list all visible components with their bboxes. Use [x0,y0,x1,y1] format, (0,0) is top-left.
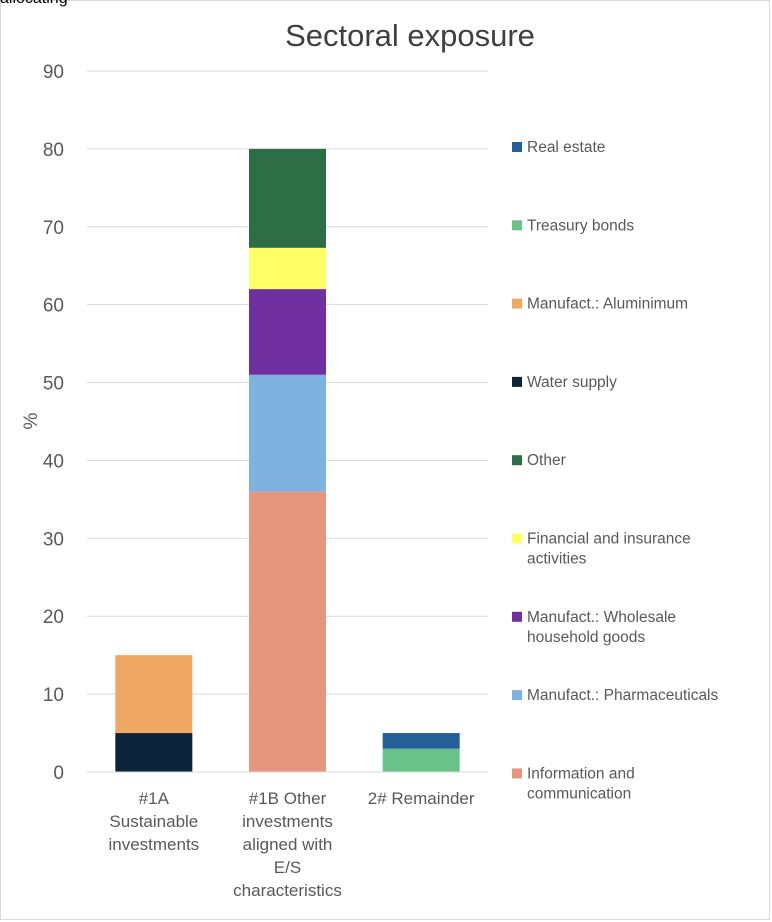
y-tick-labels: 0 10 20 30 40 50 60 70 80 90 [43,62,64,784]
y-tick-label-90: 90 [43,62,64,83]
legend-item-information-and-communication: Information and communication [512,765,635,802]
bar-real-estate-cat3 [382,733,460,749]
y-tick-label-50: 50 [43,374,64,395]
legend-item-real-estate: Real estate [512,139,605,156]
legend: Real estate Treasury bonds Manufact.: Alum… [512,139,719,802]
bar-manufact-wholesale-household-goods-cat2 [249,289,326,375]
y-tick-label-0: 0 [53,763,64,784]
legend-swatch-financial-and-insurance-activities [512,533,522,544]
y-tick-label-10: 10 [43,685,64,706]
legend-label-manufact-pharmaceuticals: Manufact.: Pharmaceuticals [527,687,719,704]
bar-manufact-aluminimum-cat1 [115,655,193,734]
y-tick-label-60: 60 [43,296,64,317]
chart-title: Sectoral exposure [285,18,535,53]
top-caption: allocating [0,0,68,8]
legend-item-other: Other [512,452,566,469]
legend-swatch-manufact-wholesale-household-goods [512,611,522,622]
legend-label-manufact-aluminimum: Manufact.: Aluminimum [527,296,688,313]
legend-label-information-and-communication: Information and communication [527,765,635,802]
legend-swatch-manufact-aluminimum [512,298,522,309]
category-label-1: #1A Sustainable investments [108,789,199,854]
y-tick-label-30: 30 [43,529,64,550]
legend-label-real-estate: Real estate [527,139,605,156]
bar-other-cat2 [249,148,326,248]
legend-label-water-supply: Water supply [527,374,617,391]
y-tick-label-80: 80 [43,140,64,161]
y-tick-label-40: 40 [43,451,64,472]
y-axis-label: % [21,412,42,429]
legend-item-manufact-aluminimum: Manufact.: Aluminimum [512,296,688,313]
bar-information-and-communication-cat2 [249,491,326,772]
category-labels: #1A Sustainable investments #1B Other invest… [108,789,474,900]
bar-financial-and-insurance-activities-cat2 [249,247,326,290]
legend-swatch-water-supply [512,376,522,387]
legend-item-manufact-wholesale-household-goods: Manufact.: Wholesale household goods [512,609,676,646]
legend-item-financial-and-insurance-activities: Financial and insurance activities [512,531,691,568]
bars [115,148,460,772]
legend-label-manufact-wholesale-household-goods: Manufact.: Wholesale household goods [527,609,676,646]
legend-item-manufact-pharmaceuticals: Manufact.: Pharmaceuticals [512,687,719,704]
legend-swatch-treasury-bonds [512,220,522,231]
legend-swatch-real-estate [512,142,522,152]
y-tick-label-20: 20 [43,607,64,628]
bar-manufact-pharmaceuticals-cat2 [249,374,326,492]
legend-label-treasury-bonds: Treasury bonds [527,217,634,234]
legend-swatch-information-and-communication [512,768,522,779]
legend-swatch-manufact-pharmaceuticals [512,690,522,701]
bar-water-supply-cat1 [115,733,193,772]
legend-label-financial-and-insurance-activities: Financial and insurance activities [527,531,691,568]
y-tick-label-70: 70 [43,218,64,239]
bar-treasury-bonds-cat3 [382,748,460,772]
category-label-3: 2# Remainder [368,789,475,808]
legend-item-water-supply: Water supply [512,374,617,391]
legend-item-treasury-bonds: Treasury bonds [512,217,634,234]
legend-swatch-other [512,455,522,466]
legend-label-other: Other [527,452,566,469]
category-label-2: #1B Other investments aligned with E/S chara… [233,789,342,900]
